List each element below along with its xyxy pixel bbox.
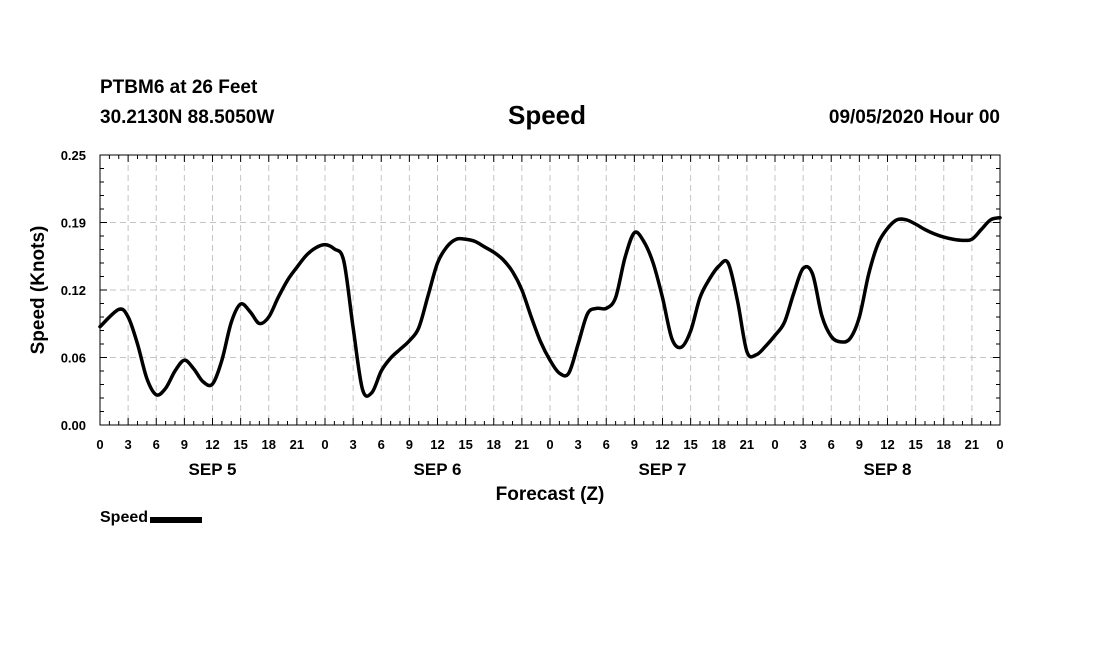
speed-series-line xyxy=(98,215,1002,398)
x-tick-label: 9 xyxy=(406,437,413,452)
y-tick-label: 0.00 xyxy=(61,418,86,433)
y-tick-label: 0.12 xyxy=(61,283,86,298)
x-tick-label: 3 xyxy=(350,437,357,452)
x-tick-label: 21 xyxy=(965,437,979,452)
day-label: SEP 6 xyxy=(414,460,462,479)
x-tick-label: 9 xyxy=(181,437,188,452)
x-tick-label: 15 xyxy=(683,437,697,452)
x-tick-label: 15 xyxy=(458,437,472,452)
x-tick-label: 12 xyxy=(205,437,219,452)
x-tick-label: 6 xyxy=(828,437,835,452)
y-tick-label: 0.25 xyxy=(61,148,86,163)
y-tick-label: 0.06 xyxy=(61,351,86,366)
station-label: PTBM6 at 26 Feet xyxy=(100,77,258,98)
x-tick-label: 21 xyxy=(740,437,754,452)
x-tick-label: 0 xyxy=(96,437,103,452)
x-axis-title: Forecast (Z) xyxy=(496,484,605,505)
x-tick-label: 9 xyxy=(856,437,863,452)
x-tick-label: 3 xyxy=(575,437,582,452)
x-tick-label: 12 xyxy=(880,437,894,452)
x-tick-label: 15 xyxy=(233,437,247,452)
x-tick-label: 12 xyxy=(655,437,669,452)
day-label: SEP 5 xyxy=(189,460,237,479)
x-tick-label: 21 xyxy=(515,437,529,452)
forecast-datestamp: 09/05/2020 Hour 00 xyxy=(828,107,1000,128)
day-label: SEP 7 xyxy=(639,460,687,479)
x-tick-label: 15 xyxy=(908,437,922,452)
x-tick-label: 18 xyxy=(262,437,276,452)
x-tick-label: 3 xyxy=(125,437,132,452)
x-tick-label: 18 xyxy=(937,437,951,452)
x-tick-label: 6 xyxy=(378,437,385,452)
x-tick-label: 18 xyxy=(712,437,726,452)
legend: Speed xyxy=(100,509,203,527)
legend-label: Speed xyxy=(100,509,149,526)
x-tick-label: 12 xyxy=(430,437,444,452)
coordinates-label: 30.2130N 88.5050W xyxy=(100,107,275,128)
x-tick-label: 21 xyxy=(290,437,304,452)
y-axis-title: Speed (Knots) xyxy=(28,226,49,355)
x-tick-label: 6 xyxy=(603,437,610,452)
x-tick-label: 0 xyxy=(771,437,778,452)
x-tick-label: 3 xyxy=(800,437,807,452)
x-tick-label: 0 xyxy=(321,437,328,452)
chart-title: Speed xyxy=(508,100,587,130)
x-tick-label: 9 xyxy=(631,437,638,452)
y-tick-label: 0.19 xyxy=(61,216,86,231)
x-tick-label: 18 xyxy=(487,437,501,452)
x-tick-label: 6 xyxy=(153,437,160,452)
legend-line-swatch xyxy=(150,516,203,523)
day-label: SEP 8 xyxy=(864,460,912,479)
x-tick-label: 0 xyxy=(996,437,1003,452)
x-tick-label: 0 xyxy=(546,437,553,452)
